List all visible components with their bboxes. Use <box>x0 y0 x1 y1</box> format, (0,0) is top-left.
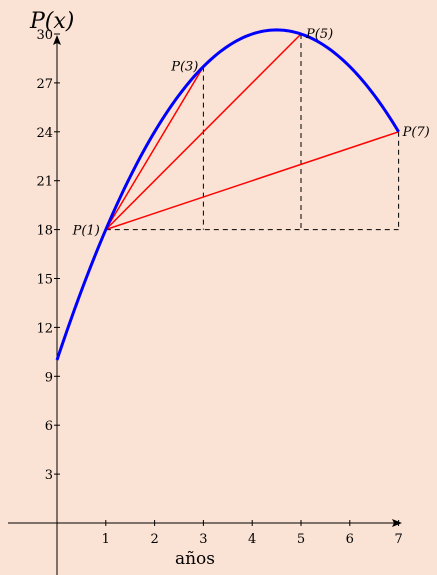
point-labels: P(1) P(3) P(5) P(7) <box>72 27 430 239</box>
secant-line <box>105 131 399 231</box>
y-axis-title: P(x) <box>29 9 74 34</box>
x-tick-label: 2 <box>150 532 158 547</box>
secant-lines <box>105 33 399 231</box>
y-tick-label: 27 <box>36 77 53 92</box>
y-tick-label: 12 <box>36 321 53 336</box>
y-tick-label: 24 <box>36 126 53 141</box>
x-tick-label: 5 <box>297 532 305 547</box>
x-ticks: 1 2 3 4 5 6 7 <box>102 520 403 547</box>
y-tick-label: 3 <box>45 468 53 483</box>
y-tick-label: 9 <box>45 370 53 385</box>
curve-line <box>55 28 400 361</box>
x-tick-label: 6 <box>346 532 354 547</box>
secant-line <box>105 33 302 231</box>
x-axis-title: años <box>175 549 215 569</box>
x-tick-label: 3 <box>199 532 207 547</box>
point-label: P(1) <box>72 224 100 239</box>
y-tick-label: 18 <box>36 224 53 239</box>
x-tick-label: 7 <box>394 532 402 547</box>
x-axis-arrow <box>392 519 402 527</box>
y-tick-label: 21 <box>36 175 53 190</box>
y-tick-label: 30 <box>36 28 53 43</box>
x-tick-label: 4 <box>248 532 256 547</box>
y-tick-label: 15 <box>36 273 53 288</box>
axes <box>8 35 402 575</box>
point-label: P(5) <box>305 27 333 42</box>
y-ticks: 3 6 9 12 15 18 21 24 27 30 <box>36 28 60 483</box>
x-tick-label: 1 <box>102 532 110 547</box>
y-axis-arrow <box>53 35 61 45</box>
secant-line <box>105 66 205 230</box>
dashed-guides <box>105 34 400 231</box>
point-label: P(7) <box>402 125 430 140</box>
point-label: P(3) <box>170 60 198 75</box>
y-tick-label: 6 <box>45 419 53 434</box>
